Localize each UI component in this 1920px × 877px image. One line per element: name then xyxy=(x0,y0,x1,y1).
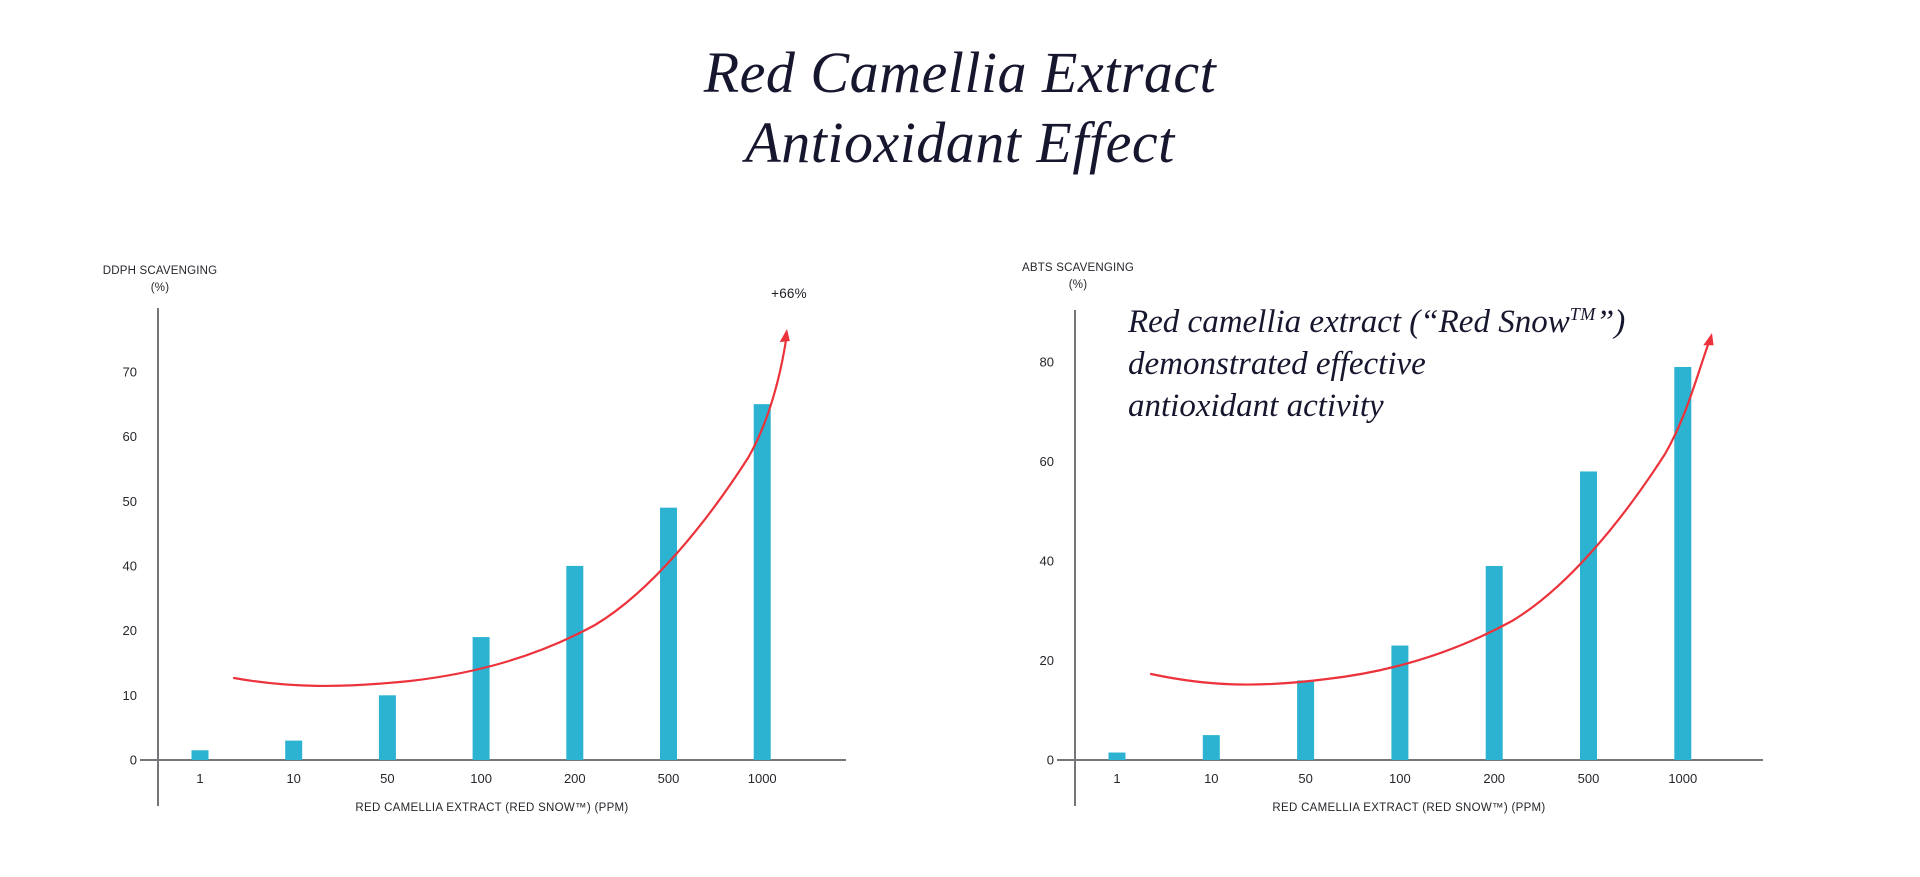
y-tick-label: 0 xyxy=(1047,753,1054,768)
bar-50ppm xyxy=(378,695,396,760)
x-tick-label: 500 xyxy=(1578,771,1600,786)
note-line-1-text: Red camellia extract (“Red Snow xyxy=(1128,304,1570,340)
left-chart-peak-label: +66% xyxy=(771,286,807,301)
y-tick-label: 80 xyxy=(1040,355,1054,370)
bar-1000ppm xyxy=(753,404,771,760)
page-title: Red Camellia Extract Antioxidant Effect xyxy=(0,38,1920,178)
y-tick-label: 70 xyxy=(123,364,137,379)
x-tick-label: 100 xyxy=(1389,771,1411,786)
note-line-2: demonstrated effective xyxy=(1128,346,1426,382)
bar-200ppm xyxy=(566,565,584,760)
x-tick-label: 1000 xyxy=(748,771,777,786)
note-text: Red camellia extract (“Red SnowTM”) demo… xyxy=(1128,293,1768,427)
bar-10ppm xyxy=(285,740,303,760)
y-tick-label: 20 xyxy=(123,623,137,638)
y-tick-label: 50 xyxy=(123,494,137,509)
y-axis-title-units: (%) xyxy=(151,282,170,294)
y-axis-title: ABTS SCAVENGING xyxy=(1022,262,1134,274)
y-axis-title-units: (%) xyxy=(1069,279,1088,291)
bar-10ppm xyxy=(1202,735,1220,760)
x-tick-label: 200 xyxy=(564,771,586,786)
bar-500ppm xyxy=(1580,471,1597,760)
bar-100ppm xyxy=(1391,645,1409,760)
title-line-2: Antioxidant Effect xyxy=(745,110,1175,175)
x-tick-label: 1 xyxy=(196,771,203,786)
bar-1000ppm xyxy=(1674,366,1692,760)
y-tick-label: 40 xyxy=(123,558,137,573)
bar-500ppm xyxy=(660,507,677,760)
y-tick-label: 20 xyxy=(1040,653,1054,668)
x-tick-label: 200 xyxy=(1483,771,1505,786)
x-axis-title: RED CAMELLIA EXTRACT (RED SNOW™) (PPM) xyxy=(1272,802,1545,814)
y-axis-title: DDPH SCAVENGING xyxy=(103,265,218,277)
note-line-1-close: ”) xyxy=(1595,304,1626,340)
trend-curve xyxy=(232,338,788,688)
bar-1ppm xyxy=(191,750,209,760)
y-tick-label: 60 xyxy=(1040,454,1054,469)
x-tick-label: 1000 xyxy=(1668,771,1697,786)
x-tick-label: 1 xyxy=(1113,771,1120,786)
bar-100ppm xyxy=(472,637,490,760)
trend-arrowhead xyxy=(779,329,790,343)
x-tick-label: 50 xyxy=(1298,771,1312,786)
bar-50ppm xyxy=(1297,680,1315,760)
trend-curve xyxy=(1149,340,1711,686)
trend-arrowhead xyxy=(1703,333,1714,346)
bar-200ppm xyxy=(1485,565,1503,760)
x-tick-label: 10 xyxy=(286,771,300,786)
bar-1ppm xyxy=(1108,752,1126,760)
y-tick-label: 10 xyxy=(123,688,137,703)
x-axis-title: RED CAMELLIA EXTRACT (RED SNOW™) (PPM) xyxy=(355,802,628,814)
y-tick-label: 40 xyxy=(1040,554,1054,569)
note-line-1: Red camellia extract (“Red SnowTM”) xyxy=(1128,293,1768,343)
title-line-1: Red Camellia Extract xyxy=(703,40,1217,105)
x-tick-label: 50 xyxy=(380,771,394,786)
trademark-superscript: TM xyxy=(1569,304,1596,324)
note-line-3: antioxidant activity xyxy=(1128,388,1384,424)
x-tick-label: 10 xyxy=(1204,771,1218,786)
x-tick-label: 100 xyxy=(470,771,492,786)
y-tick-label: 0 xyxy=(130,753,137,768)
y-tick-label: 60 xyxy=(123,429,137,444)
x-tick-label: 500 xyxy=(658,771,680,786)
